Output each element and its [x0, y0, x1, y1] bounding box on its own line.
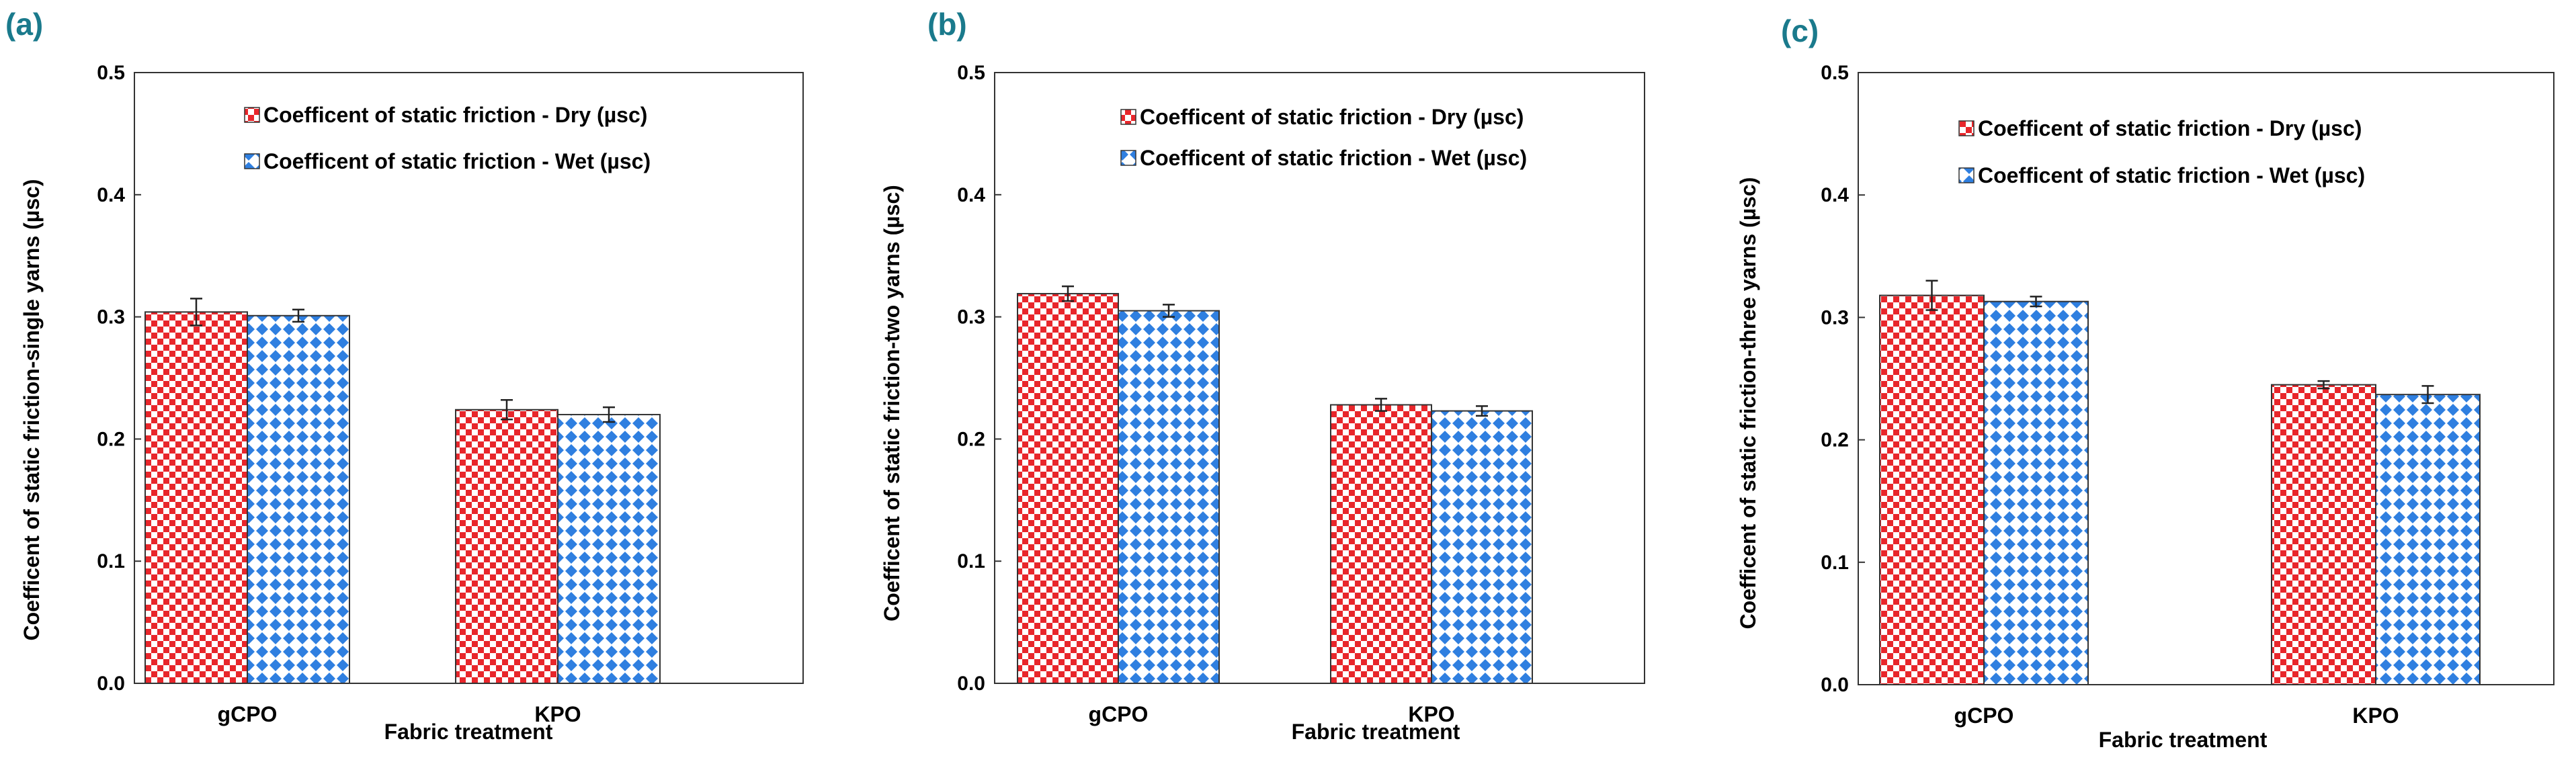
plot-area: 0.0 0.1 0.2 0.3 0.4 0.5 gCPO KPO	[957, 62, 1645, 726]
legend-label-wet: Coefficent of static friction - Wet (µsc…	[263, 149, 651, 173]
legend: Coefficent of static friction - Dry (µsc…	[1120, 105, 1527, 170]
x-category-label: gCPO	[1089, 702, 1149, 726]
x-axis-label: Fabric treatment	[1292, 720, 1460, 744]
y-tick-label: 0.4	[97, 184, 125, 206]
bar-wet	[1431, 410, 1533, 684]
plot-area: 0.0 0.1 0.2 0.3 0.4 0.5 gCPO KPO	[1821, 62, 2554, 728]
y-tick-label: 0.1	[1821, 552, 1849, 574]
bar-dry	[1330, 404, 1432, 684]
plot-frame	[994, 72, 1645, 684]
legend-swatch-wet	[1120, 150, 1136, 166]
legend-swatch-dry	[244, 107, 260, 123]
x-category-label: KPO	[2352, 703, 2399, 728]
y-tick-label: 0.2	[97, 428, 125, 450]
plot-frame	[1858, 72, 2554, 685]
chart-panel-b: (b) Coefficent of static friction-two ya…	[880, 7, 1645, 744]
x-category-label: gCPO	[1954, 703, 2014, 728]
y-tick-label: 0.3	[957, 306, 985, 329]
chart-panel-a: (a) Coefficent of static friction-single…	[5, 7, 804, 744]
y-tick-label: 0.2	[1821, 429, 1849, 452]
x-axis-label: Fabric treatment	[2099, 728, 2268, 752]
bar-dry	[2271, 384, 2376, 685]
bar-wet	[1118, 310, 1220, 684]
x-category-label: KPO	[1408, 702, 1454, 726]
bar-wet	[247, 314, 350, 685]
bar-dry	[455, 409, 558, 684]
legend-label-wet: Coefficent of static friction - Wet (µsc…	[1140, 146, 1527, 170]
y-tick-label: 0.5	[1821, 62, 1849, 84]
y-tick-label: 0.5	[957, 62, 985, 84]
y-tick-label: 0.4	[957, 184, 985, 206]
y-tick-label: 0.0	[957, 673, 985, 695]
legend: Coefficent of static friction - Dry (µsc…	[1958, 116, 2365, 187]
panel-label: (c)	[1781, 13, 1819, 48]
y-tick-label: 0.1	[97, 550, 125, 572]
legend-label-dry: Coefficent of static friction - Dry (µsc…	[263, 103, 647, 127]
plot-area: 0.0 0.1 0.2 0.3 0.4 0.5 gCPO KPO	[97, 62, 804, 726]
y-axis-label: Coefficent of static friction-two yarns …	[880, 185, 904, 622]
x-axis-label: Fabric treatment	[384, 720, 553, 744]
x-category-label: KPO	[534, 702, 581, 726]
bar-wet	[1983, 300, 2089, 685]
bar-wet	[2375, 394, 2481, 685]
legend-swatch-dry	[1958, 120, 1975, 136]
y-tick-label: 0.4	[1821, 184, 1849, 206]
panel-label: (b)	[927, 7, 967, 42]
y-tick-label: 0.0	[1821, 674, 1849, 696]
x-category-label: gCPO	[218, 702, 278, 726]
y-tick-label: 0.2	[957, 428, 985, 450]
chart-panel-c: (c) Coefficent of static friction-three …	[1736, 13, 2554, 752]
y-tick-label: 0.5	[97, 62, 125, 84]
bar-wet	[557, 414, 661, 684]
legend-swatch-wet	[244, 153, 260, 169]
bar-dry	[1017, 293, 1119, 685]
bar-dry	[1879, 294, 1985, 685]
legend-label-wet: Coefficent of static friction - Wet (µsc…	[1978, 163, 2365, 187]
legend: Coefficent of static friction - Dry (µsc…	[244, 103, 651, 173]
y-tick-label: 0.3	[1821, 306, 1849, 329]
legend-swatch-dry	[1120, 109, 1136, 125]
bar-dry	[144, 311, 248, 684]
legend-swatch-wet	[1958, 167, 1975, 183]
panel-label: (a)	[5, 7, 43, 42]
y-axis-label: Coefficent of static friction-three yarn…	[1736, 177, 1760, 630]
y-axis-label: Coefficent of static friction-single yar…	[19, 179, 44, 641]
y-tick-label: 0.0	[97, 673, 125, 695]
legend-label-dry: Coefficent of static friction - Dry (µsc…	[1140, 105, 1524, 129]
y-tick-label: 0.3	[97, 306, 125, 329]
legend-label-dry: Coefficent of static friction - Dry (µsc…	[1978, 116, 2362, 140]
y-tick-label: 0.1	[957, 550, 985, 572]
